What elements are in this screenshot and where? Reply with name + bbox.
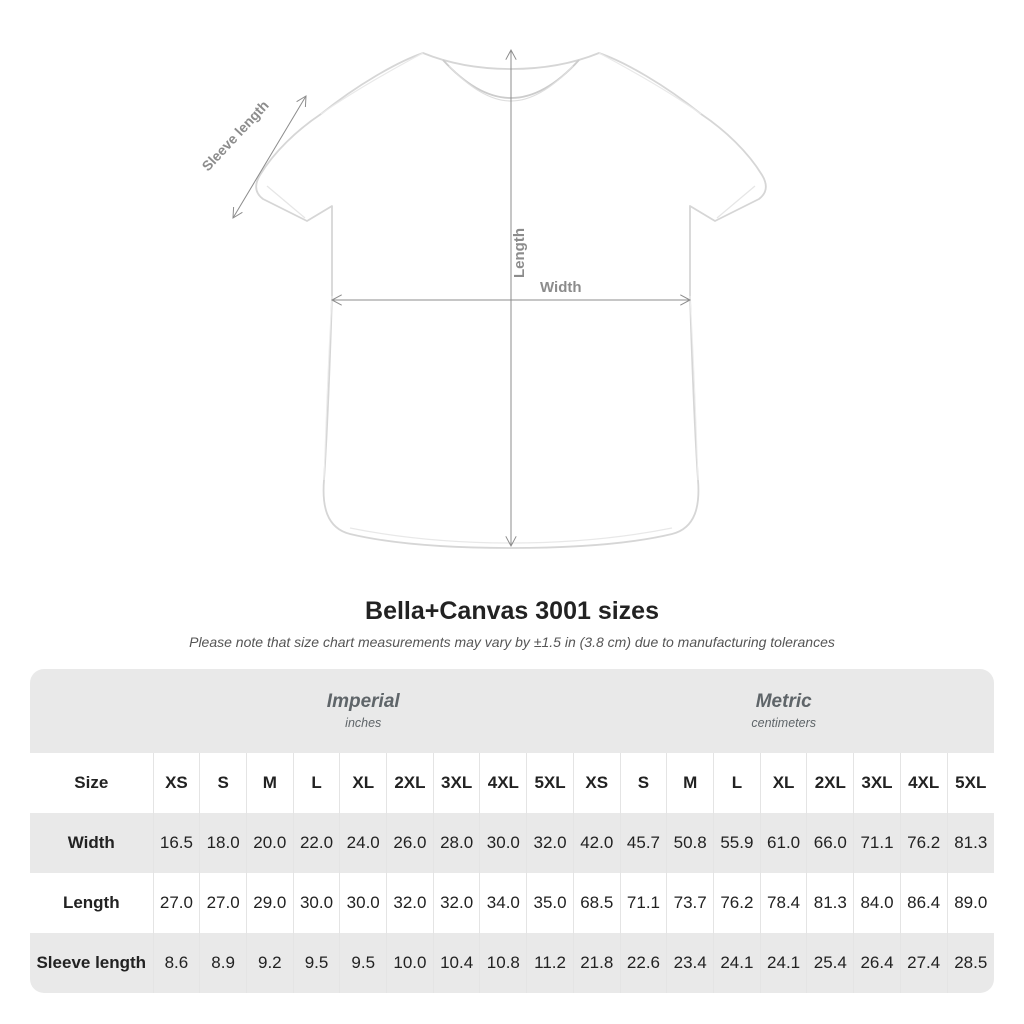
svg-text:Length: Length [511,228,528,278]
svg-text:Width: Width [540,279,582,296]
svg-text:Sleeve length: Sleeve length [198,97,271,174]
